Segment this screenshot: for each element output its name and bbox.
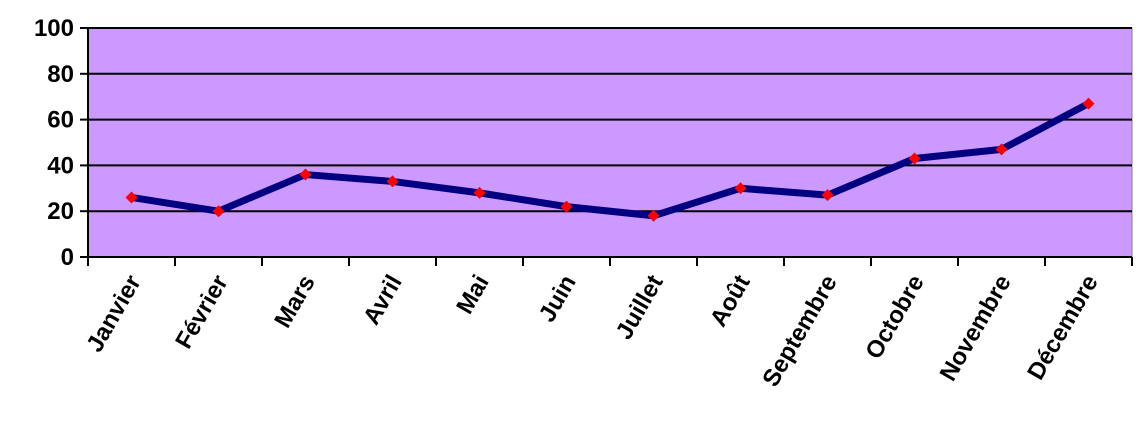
y-axis-tick-labels: 0 20 40 60 80 100 xyxy=(34,15,74,271)
series-line xyxy=(128,100,1092,220)
x-tick-label: Décembre xyxy=(1022,271,1103,385)
x-axis-tick-labels: Janvier Février Mars Avril Mai Juin Juillet Aoû… xyxy=(81,271,1103,392)
data-point-marker xyxy=(299,168,312,181)
data-point-marker xyxy=(647,209,660,222)
x-tick-label: Avril xyxy=(358,271,408,330)
data-point-marker xyxy=(212,205,225,218)
x-tick-label: Septembre xyxy=(757,271,842,392)
x-tick-label: Novembre xyxy=(935,271,1017,386)
x-tick-label: Juin xyxy=(534,271,582,327)
axes xyxy=(80,27,1133,266)
data-markers xyxy=(125,97,1095,222)
x-tick-label: Août xyxy=(705,271,756,332)
x-tick-label: Mars xyxy=(269,271,320,333)
y-tick-label: 20 xyxy=(47,198,74,225)
y-tick-label: 100 xyxy=(34,15,74,42)
x-tick-label: Octobre xyxy=(860,271,929,364)
plot-area xyxy=(87,27,1133,258)
gridlines xyxy=(88,27,1132,213)
y-tick-label: 60 xyxy=(47,107,74,134)
data-point-marker xyxy=(734,182,747,195)
data-point-marker xyxy=(560,200,573,213)
y-tick-label: 40 xyxy=(47,152,74,179)
x-tick-label: Juillet xyxy=(611,271,669,345)
y-tick-label: 80 xyxy=(47,61,74,88)
data-point-marker xyxy=(1082,97,1095,110)
series-line-path xyxy=(128,100,1092,220)
x-tick-label: Janvier xyxy=(81,271,146,357)
data-point-marker xyxy=(125,191,138,204)
y-tick-label: 0 xyxy=(61,244,74,271)
x-tick-label: Février xyxy=(170,271,233,354)
data-point-marker xyxy=(386,175,399,188)
data-point-marker xyxy=(473,186,486,199)
data-point-marker xyxy=(821,189,834,202)
data-point-marker xyxy=(908,152,921,165)
data-point-marker xyxy=(995,143,1008,156)
x-tick-label: Mai xyxy=(451,271,494,319)
